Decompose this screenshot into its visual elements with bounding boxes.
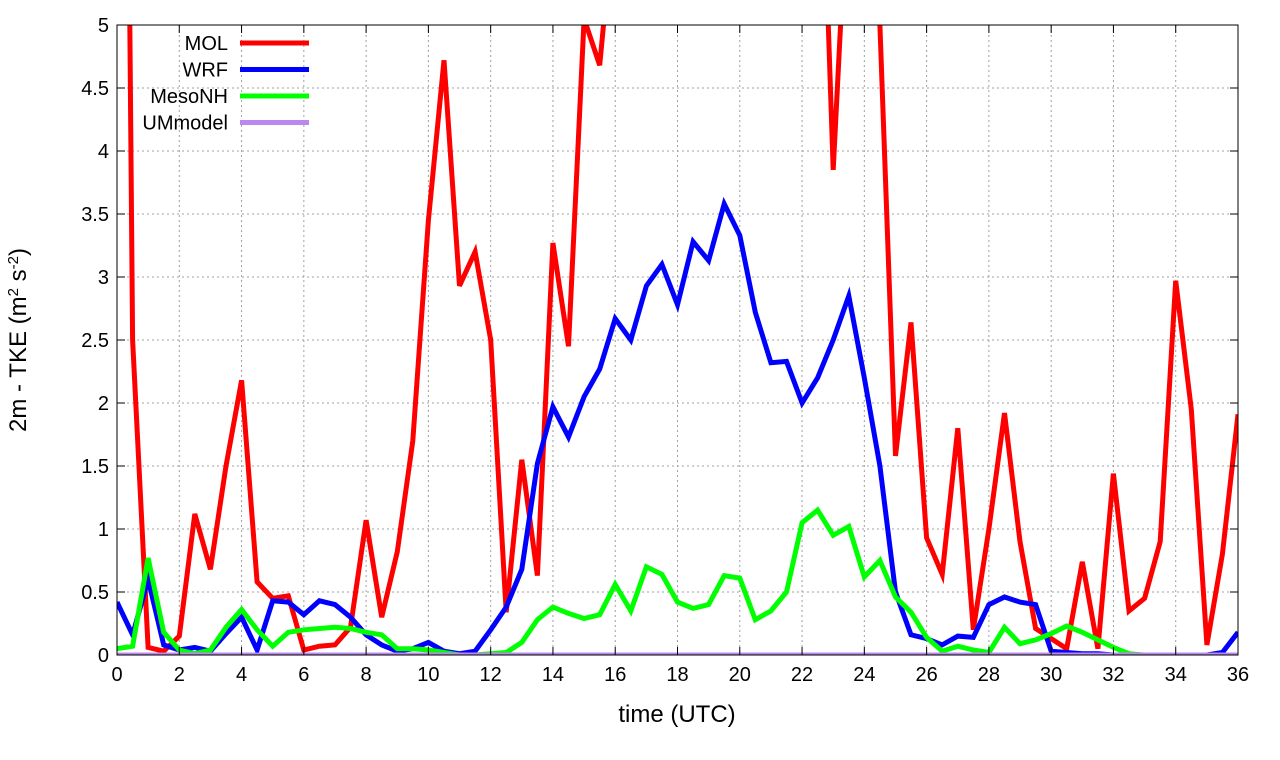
y-tick-label: 2	[98, 393, 109, 415]
x-tick-label: 28	[978, 664, 1000, 686]
legend-label-mesonh: MesoNH	[150, 86, 228, 108]
x-tick-label: 8	[361, 664, 372, 686]
legend: MOL WRF MesoNH UMmodel	[142, 33, 309, 135]
x-tick-label: 18	[666, 664, 688, 686]
x-tick-label: 16	[604, 664, 626, 686]
series-line-mol	[825, 25, 844, 171]
series-lines	[117, 25, 1238, 655]
x-tick-label: 12	[480, 664, 502, 686]
y-tick-label: 5	[98, 15, 109, 37]
x-tick-label: 32	[1102, 664, 1124, 686]
x-tick-label: 34	[1165, 664, 1187, 686]
y-tick-label: 2.5	[81, 330, 109, 352]
y-tick-label: 1	[98, 519, 109, 541]
x-tick-label: 30	[1040, 664, 1062, 686]
legend-label-mol: MOL	[185, 33, 228, 55]
y-axis-title: 2m - TKE (m2 s-2)	[5, 248, 33, 432]
x-tick-label: 2	[174, 664, 185, 686]
y-tick-label: 0.5	[81, 582, 109, 604]
x-tick-label: 14	[542, 664, 564, 686]
y-tick-label: 4	[98, 141, 109, 163]
grid	[117, 25, 1238, 655]
y-axis-title-sup1: 2	[5, 288, 22, 296]
series-line-wrf	[117, 196, 1238, 655]
x-tick-label: 36	[1227, 664, 1249, 686]
y-axis-title-sup2: -2	[5, 256, 22, 269]
y-axis-title-close: )	[5, 248, 32, 256]
x-tick-label: 26	[915, 664, 937, 686]
y-tick-label: 4.5	[81, 78, 109, 100]
legend-label-ummodel: UMmodel	[142, 113, 228, 135]
x-tick-label: 10	[417, 664, 439, 686]
axis-ticks: 0 2 4 6 8 10 12 14 16 18 20 22 24 26 28 30 32 34 3600.511.…	[81, 15, 1249, 686]
y-tick-label: 1.5	[81, 456, 109, 478]
y-axis-title-main: 2m - TKE (m	[5, 296, 32, 432]
x-tick-label: 6	[298, 664, 309, 686]
x-tick-label: 22	[791, 664, 813, 686]
x-tick-label: 0	[111, 664, 122, 686]
legend-label-wrf: WRF	[182, 60, 228, 82]
series-line-mol	[127, 25, 607, 654]
y-tick-label: 0	[98, 645, 109, 667]
y-tick-label: 3	[98, 267, 109, 289]
x-tick-label: 20	[729, 664, 751, 686]
y-tick-label: 3.5	[81, 204, 109, 226]
x-axis-title: time (UTC)	[618, 701, 735, 728]
series-line-mol	[877, 25, 1238, 653]
series-line-mesonh	[117, 506, 1238, 655]
x-tick-label: 24	[853, 664, 875, 686]
y-axis-title-mid: s	[5, 269, 32, 288]
x-tick-label: 4	[236, 664, 247, 686]
